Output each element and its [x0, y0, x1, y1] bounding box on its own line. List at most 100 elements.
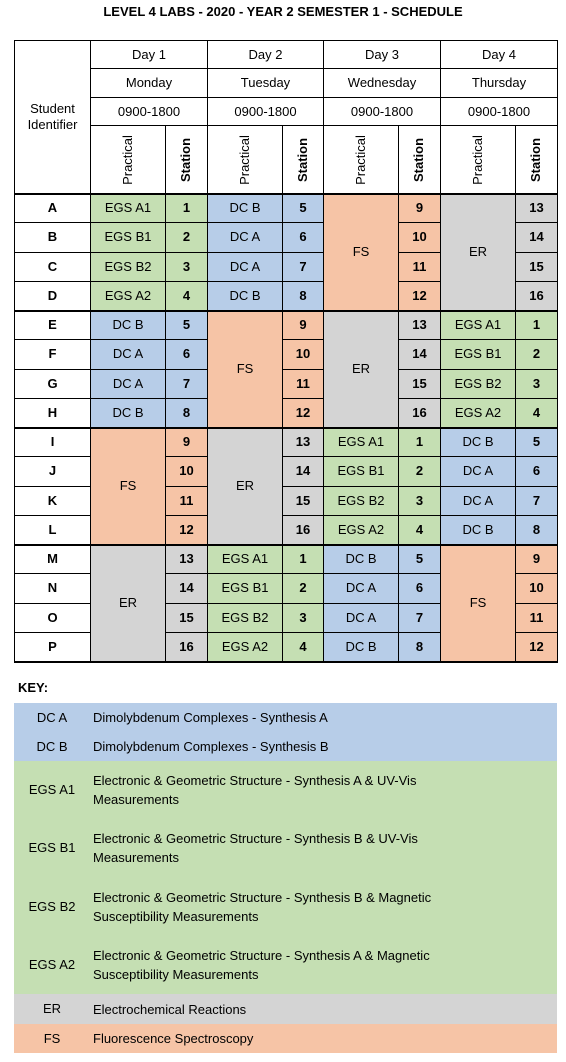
station-cell-text: 3 — [299, 609, 307, 625]
station-cell-text: 14 — [295, 463, 311, 479]
time-header-text: 0900-1800 — [350, 103, 414, 119]
student-id: C — [14, 251, 91, 282]
key-code: DC A — [14, 703, 90, 732]
practical-cell-text: DC B — [345, 551, 377, 567]
practical-cell: EGS A1 — [440, 310, 516, 341]
student-id-text: E — [48, 317, 57, 333]
practical-cell-text: ER — [118, 595, 138, 610]
practical-cell: ER — [323, 310, 399, 428]
station-cell: 5 — [165, 310, 208, 341]
station-cell-text: 7 — [182, 375, 191, 391]
station-cell-text: 15 — [412, 375, 427, 391]
practical-cell-text: EGS A2 — [104, 287, 152, 303]
practical-cell: DC B — [207, 280, 283, 311]
student-id-text: H — [47, 404, 58, 420]
station-cell: 10 — [165, 456, 208, 487]
key-description: Electrochemical Reactions — [90, 994, 557, 1024]
group-separator — [14, 660, 558, 663]
group-separator — [14, 192, 558, 195]
station-cell-text: 9 — [415, 200, 424, 216]
practical-header: Practical — [207, 125, 283, 194]
station-cell-text: 11 — [529, 609, 544, 625]
student-id: L — [14, 514, 91, 545]
station-cell-text: 6 — [182, 346, 191, 362]
key-description: Fluorescence Spectroscopy — [90, 1024, 557, 1053]
group-separator — [14, 543, 558, 546]
station-cell: 12 — [282, 397, 324, 428]
practical-cell: EGS A1 — [207, 544, 283, 575]
weekday-header-text: Wednesday — [347, 75, 417, 90]
practical-cell: FS — [90, 427, 166, 545]
station-cell: 11 — [398, 251, 441, 282]
day-header-text: Day 4 — [482, 46, 516, 62]
station-cell-text: 5 — [299, 200, 307, 216]
station-cell: 3 — [398, 485, 441, 516]
station-cell: 2 — [398, 456, 441, 487]
student-identifier-header-text: Student Identifier — [27, 101, 78, 132]
practical-cell-text: EGS B2 — [337, 492, 385, 508]
station-cell: 9 — [282, 310, 324, 341]
weekday-header-text: Tuesday — [240, 75, 291, 90]
station-cell-text: 10 — [295, 346, 311, 362]
station-cell: 14 — [398, 339, 441, 370]
station-cell: 4 — [515, 397, 558, 428]
station-cell: 9 — [515, 544, 558, 575]
practical-cell: EGS B1 — [323, 456, 399, 487]
key-description-text: Dimolybdenum Complexes - Synthesis A — [93, 710, 328, 725]
day-header: Day 1 — [90, 40, 208, 69]
practical-cell: ER — [440, 193, 516, 311]
key-code-text: ER — [42, 1001, 62, 1016]
key-code: EGS A1 — [14, 761, 90, 819]
station-cell-text: 13 — [179, 551, 194, 567]
station-cell: 3 — [165, 251, 208, 282]
time-header-text: 0900-1800 — [117, 103, 181, 119]
practical-cell-text: FS — [119, 478, 137, 493]
weekday-header: Monday — [90, 68, 208, 98]
practical-cell: ER — [207, 427, 283, 545]
group-separator — [14, 309, 558, 312]
student-id-text: N — [47, 580, 58, 596]
practical-header-text: Practical — [236, 134, 252, 185]
key-description-text: Dimolybdenum Complexes - Synthesis B — [93, 739, 329, 754]
student-id-text: L — [48, 521, 57, 537]
practical-cell: DC A — [440, 456, 516, 487]
station-cell: 3 — [515, 368, 558, 399]
station-cell: 1 — [165, 193, 208, 224]
practical-cell-text: EGS A2 — [337, 521, 385, 537]
practical-header-text: Practical — [352, 134, 368, 185]
station-cell-text: 3 — [182, 258, 191, 274]
practical-cell-text: EGS B2 — [454, 375, 502, 391]
practical-cell: DC B — [440, 427, 516, 458]
station-cell-text: 6 — [299, 229, 307, 245]
practical-cell: EGS A2 — [207, 631, 283, 662]
time-header: 0900-1800 — [207, 97, 324, 126]
station-cell-text: 12 — [295, 404, 311, 420]
time-header: 0900-1800 — [323, 97, 441, 126]
key-description-text: Electronic & Geometric Structure - Synth… — [93, 889, 432, 924]
student-id-text: O — [47, 609, 58, 625]
day-header: Day 3 — [323, 40, 441, 69]
group-separator — [14, 426, 558, 429]
station-cell: 11 — [515, 602, 558, 633]
station-cell: 3 — [282, 602, 324, 633]
practical-cell-text: EGS A1 — [337, 434, 385, 450]
station-cell: 15 — [515, 251, 558, 282]
station-header-text: Station — [295, 137, 310, 182]
practical-cell-text: FS — [352, 244, 370, 259]
key-description: Electronic & Geometric Structure - Synth… — [90, 936, 557, 994]
station-cell: 10 — [515, 573, 558, 604]
practical-cell: FS — [323, 193, 399, 311]
station-cell-text: 1 — [415, 434, 424, 450]
station-cell-text: 4 — [299, 638, 307, 654]
practical-cell: DC A — [323, 573, 399, 604]
station-cell: 9 — [398, 193, 441, 224]
station-cell-text: 16 — [179, 638, 194, 654]
station-cell: 8 — [398, 631, 441, 662]
key-code: FS — [14, 1024, 90, 1053]
practical-cell: EGS B2 — [207, 602, 283, 633]
practical-cell-text: EGS B1 — [337, 463, 385, 479]
station-cell-text: 7 — [532, 492, 541, 508]
station-cell-text: 2 — [532, 346, 541, 362]
student-id-text: G — [47, 375, 58, 391]
